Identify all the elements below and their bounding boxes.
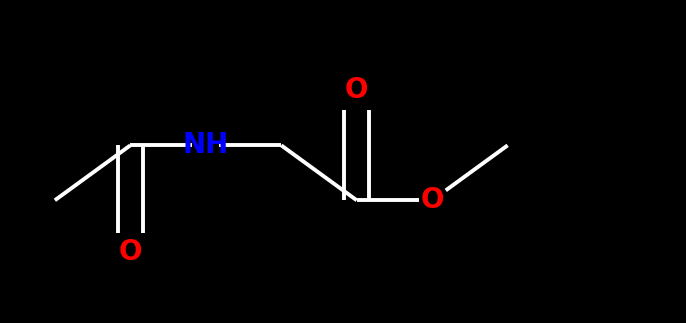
Text: O: O: [119, 238, 142, 266]
Text: NH: NH: [182, 131, 229, 159]
Text: O: O: [421, 186, 444, 214]
Text: O: O: [345, 77, 368, 104]
